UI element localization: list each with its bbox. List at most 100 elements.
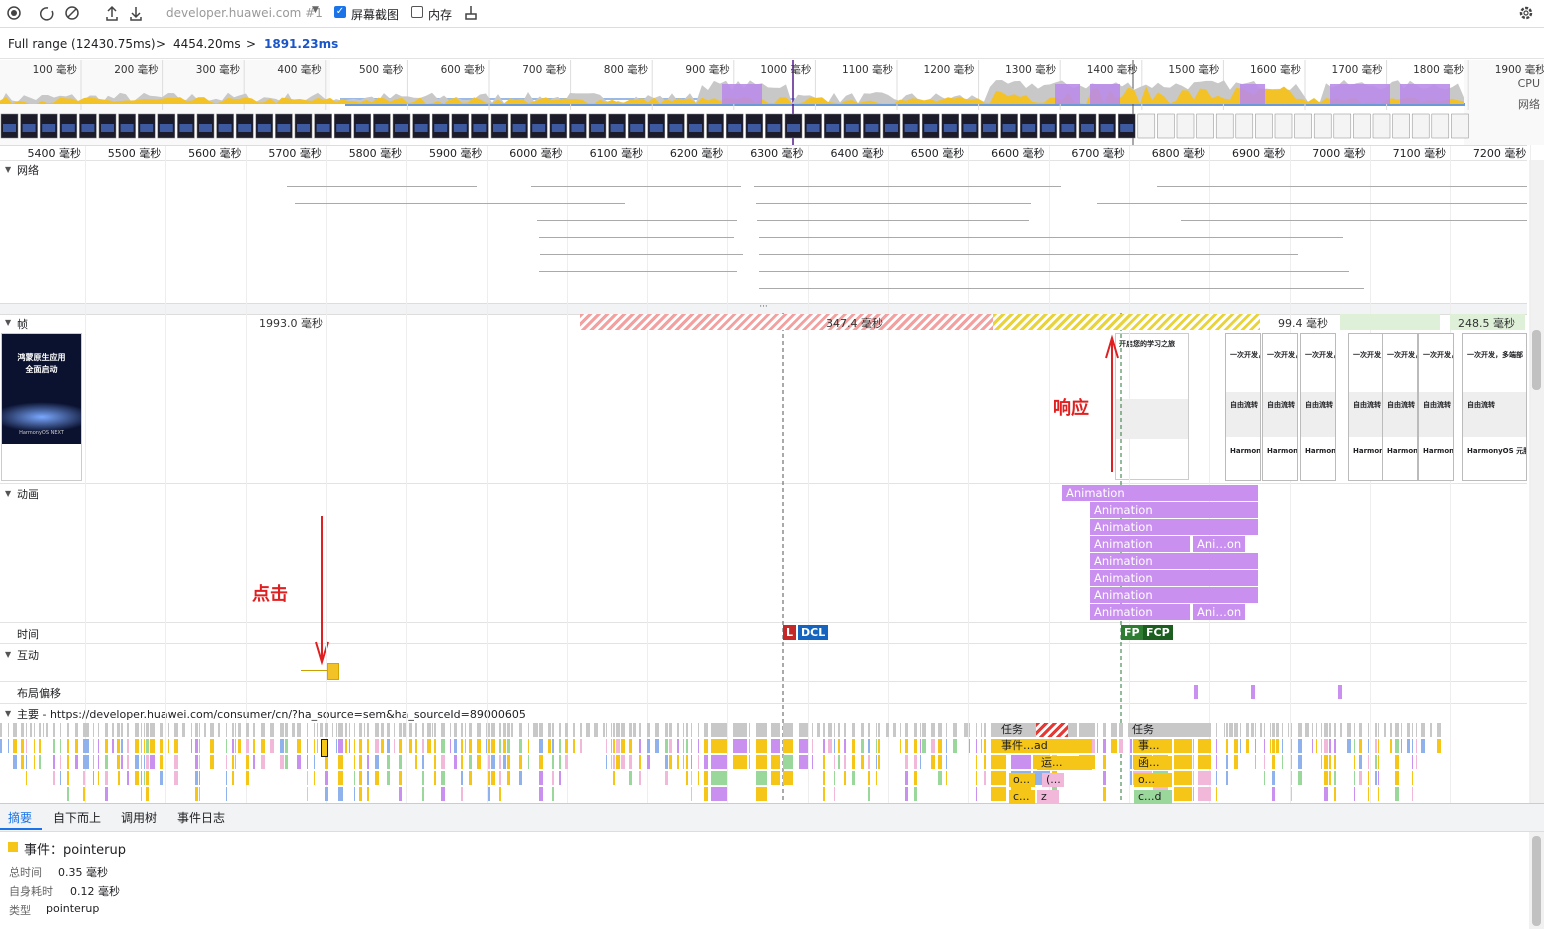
call-frame[interactable] <box>755 739 768 753</box>
call-frame[interactable] <box>1103 755 1106 769</box>
task[interactable] <box>771 723 780 737</box>
call-frame[interactable] <box>580 739 582 753</box>
call-frame[interactable] <box>112 739 114 753</box>
call-frame[interactable] <box>1103 771 1106 785</box>
call-frame[interactable] <box>97 771 100 785</box>
call-frame[interactable] <box>399 771 403 785</box>
call-frame[interactable] <box>771 755 780 769</box>
task[interactable] <box>364 723 366 737</box>
task[interactable] <box>875 723 877 737</box>
call-frame[interactable] <box>126 771 130 785</box>
task[interactable] <box>1395 723 1399 737</box>
call-frame[interactable] <box>353 787 355 801</box>
call-frame[interactable] <box>1321 739 1323 753</box>
call-frame[interactable] <box>1378 771 1380 785</box>
call-frame[interactable] <box>344 739 347 753</box>
call-frame[interactable] <box>1226 771 1229 785</box>
call-frame[interactable] <box>976 771 978 785</box>
call-frame[interactable] <box>945 739 948 753</box>
settings-icon[interactable] <box>1518 5 1534 21</box>
task[interactable] <box>1269 723 1271 737</box>
call-frame[interactable] <box>67 771 69 785</box>
call-frame[interactable] <box>654 739 659 753</box>
task[interactable] <box>105 723 109 737</box>
call-frame[interactable] <box>1198 771 1211 785</box>
call-frame[interactable] <box>67 787 69 801</box>
call-frame[interactable] <box>52 771 56 785</box>
task[interactable] <box>421 723 425 737</box>
call-frame[interactable] <box>1416 739 1418 753</box>
expand-arrow[interactable]: ▼ <box>5 650 12 659</box>
call-frame[interactable] <box>1275 739 1280 753</box>
call-frame[interactable] <box>25 739 28 753</box>
task[interactable] <box>38 723 41 737</box>
call-frame[interactable] <box>415 739 417 753</box>
call-frame[interactable] <box>21 739 25 753</box>
flame-label[interactable]: 函... <box>1134 756 1172 770</box>
call-frame[interactable] <box>191 739 193 753</box>
call-frame[interactable] <box>1378 739 1380 753</box>
task[interactable] <box>399 723 403 737</box>
call-frame[interactable] <box>1353 771 1356 785</box>
call-frame[interactable] <box>1269 739 1271 753</box>
call-frame[interactable] <box>253 755 256 769</box>
call-frame[interactable] <box>1272 739 1275 753</box>
call-frame[interactable] <box>868 787 871 801</box>
call-frame[interactable] <box>938 771 942 785</box>
task[interactable] <box>1333 723 1337 737</box>
animation[interactable]: Animation <box>1090 587 1258 603</box>
task[interactable] <box>963 723 968 737</box>
call-frame[interactable] <box>381 739 384 753</box>
task[interactable] <box>145 723 150 737</box>
task[interactable] <box>234 723 236 737</box>
task[interactable] <box>1255 723 1257 737</box>
call-frame[interactable] <box>782 755 794 769</box>
call-frame[interactable] <box>613 739 615 753</box>
call-frame[interactable] <box>225 787 227 801</box>
call-frame[interactable] <box>231 755 234 769</box>
task[interactable] <box>461 723 464 737</box>
call-frame[interactable] <box>1298 739 1303 753</box>
call-frame[interactable] <box>1333 771 1337 785</box>
task[interactable] <box>828 723 832 737</box>
task[interactable] <box>899 723 902 737</box>
call-frame[interactable] <box>21 755 25 769</box>
call-frame[interactable] <box>269 739 275 753</box>
task[interactable] <box>976 723 978 737</box>
call-frame[interactable] <box>551 755 555 769</box>
call-frame[interactable] <box>503 755 506 769</box>
call-frame[interactable] <box>325 755 328 769</box>
call-frame[interactable] <box>195 755 198 769</box>
call-frame[interactable] <box>174 755 178 769</box>
task[interactable] <box>338 723 343 737</box>
call-frame[interactable] <box>33 755 35 769</box>
task[interactable] <box>112 723 114 737</box>
call-frame[interactable] <box>199 755 201 769</box>
tab-active[interactable]: 摘要 <box>8 811 33 825</box>
task[interactable] <box>533 723 538 737</box>
call-frame[interactable] <box>931 739 935 753</box>
call-frame[interactable] <box>118 739 121 753</box>
task[interactable] <box>415 723 417 737</box>
call-frame[interactable] <box>313 739 315 753</box>
call-frame[interactable] <box>664 771 669 785</box>
call-frame[interactable] <box>353 771 355 785</box>
call-frame[interactable] <box>669 755 672 769</box>
call-frame[interactable] <box>485 739 487 753</box>
call-frame[interactable] <box>733 755 747 769</box>
call-frame[interactable] <box>913 771 917 785</box>
call-frame[interactable] <box>1375 739 1378 753</box>
call-frame[interactable] <box>945 755 948 769</box>
task[interactable] <box>199 723 201 737</box>
call-frame[interactable] <box>646 755 651 769</box>
call-frame[interactable] <box>325 771 328 785</box>
task[interactable] <box>1329 723 1331 737</box>
call-frame[interactable] <box>150 739 155 753</box>
call-frame[interactable] <box>491 755 496 769</box>
call-frame[interactable] <box>366 739 370 753</box>
call-frame[interactable] <box>1290 787 1292 801</box>
call-frame[interactable] <box>1367 739 1369 753</box>
call-frame[interactable] <box>919 755 921 769</box>
call-frame[interactable] <box>621 739 625 753</box>
call-frame[interactable] <box>1333 739 1337 753</box>
